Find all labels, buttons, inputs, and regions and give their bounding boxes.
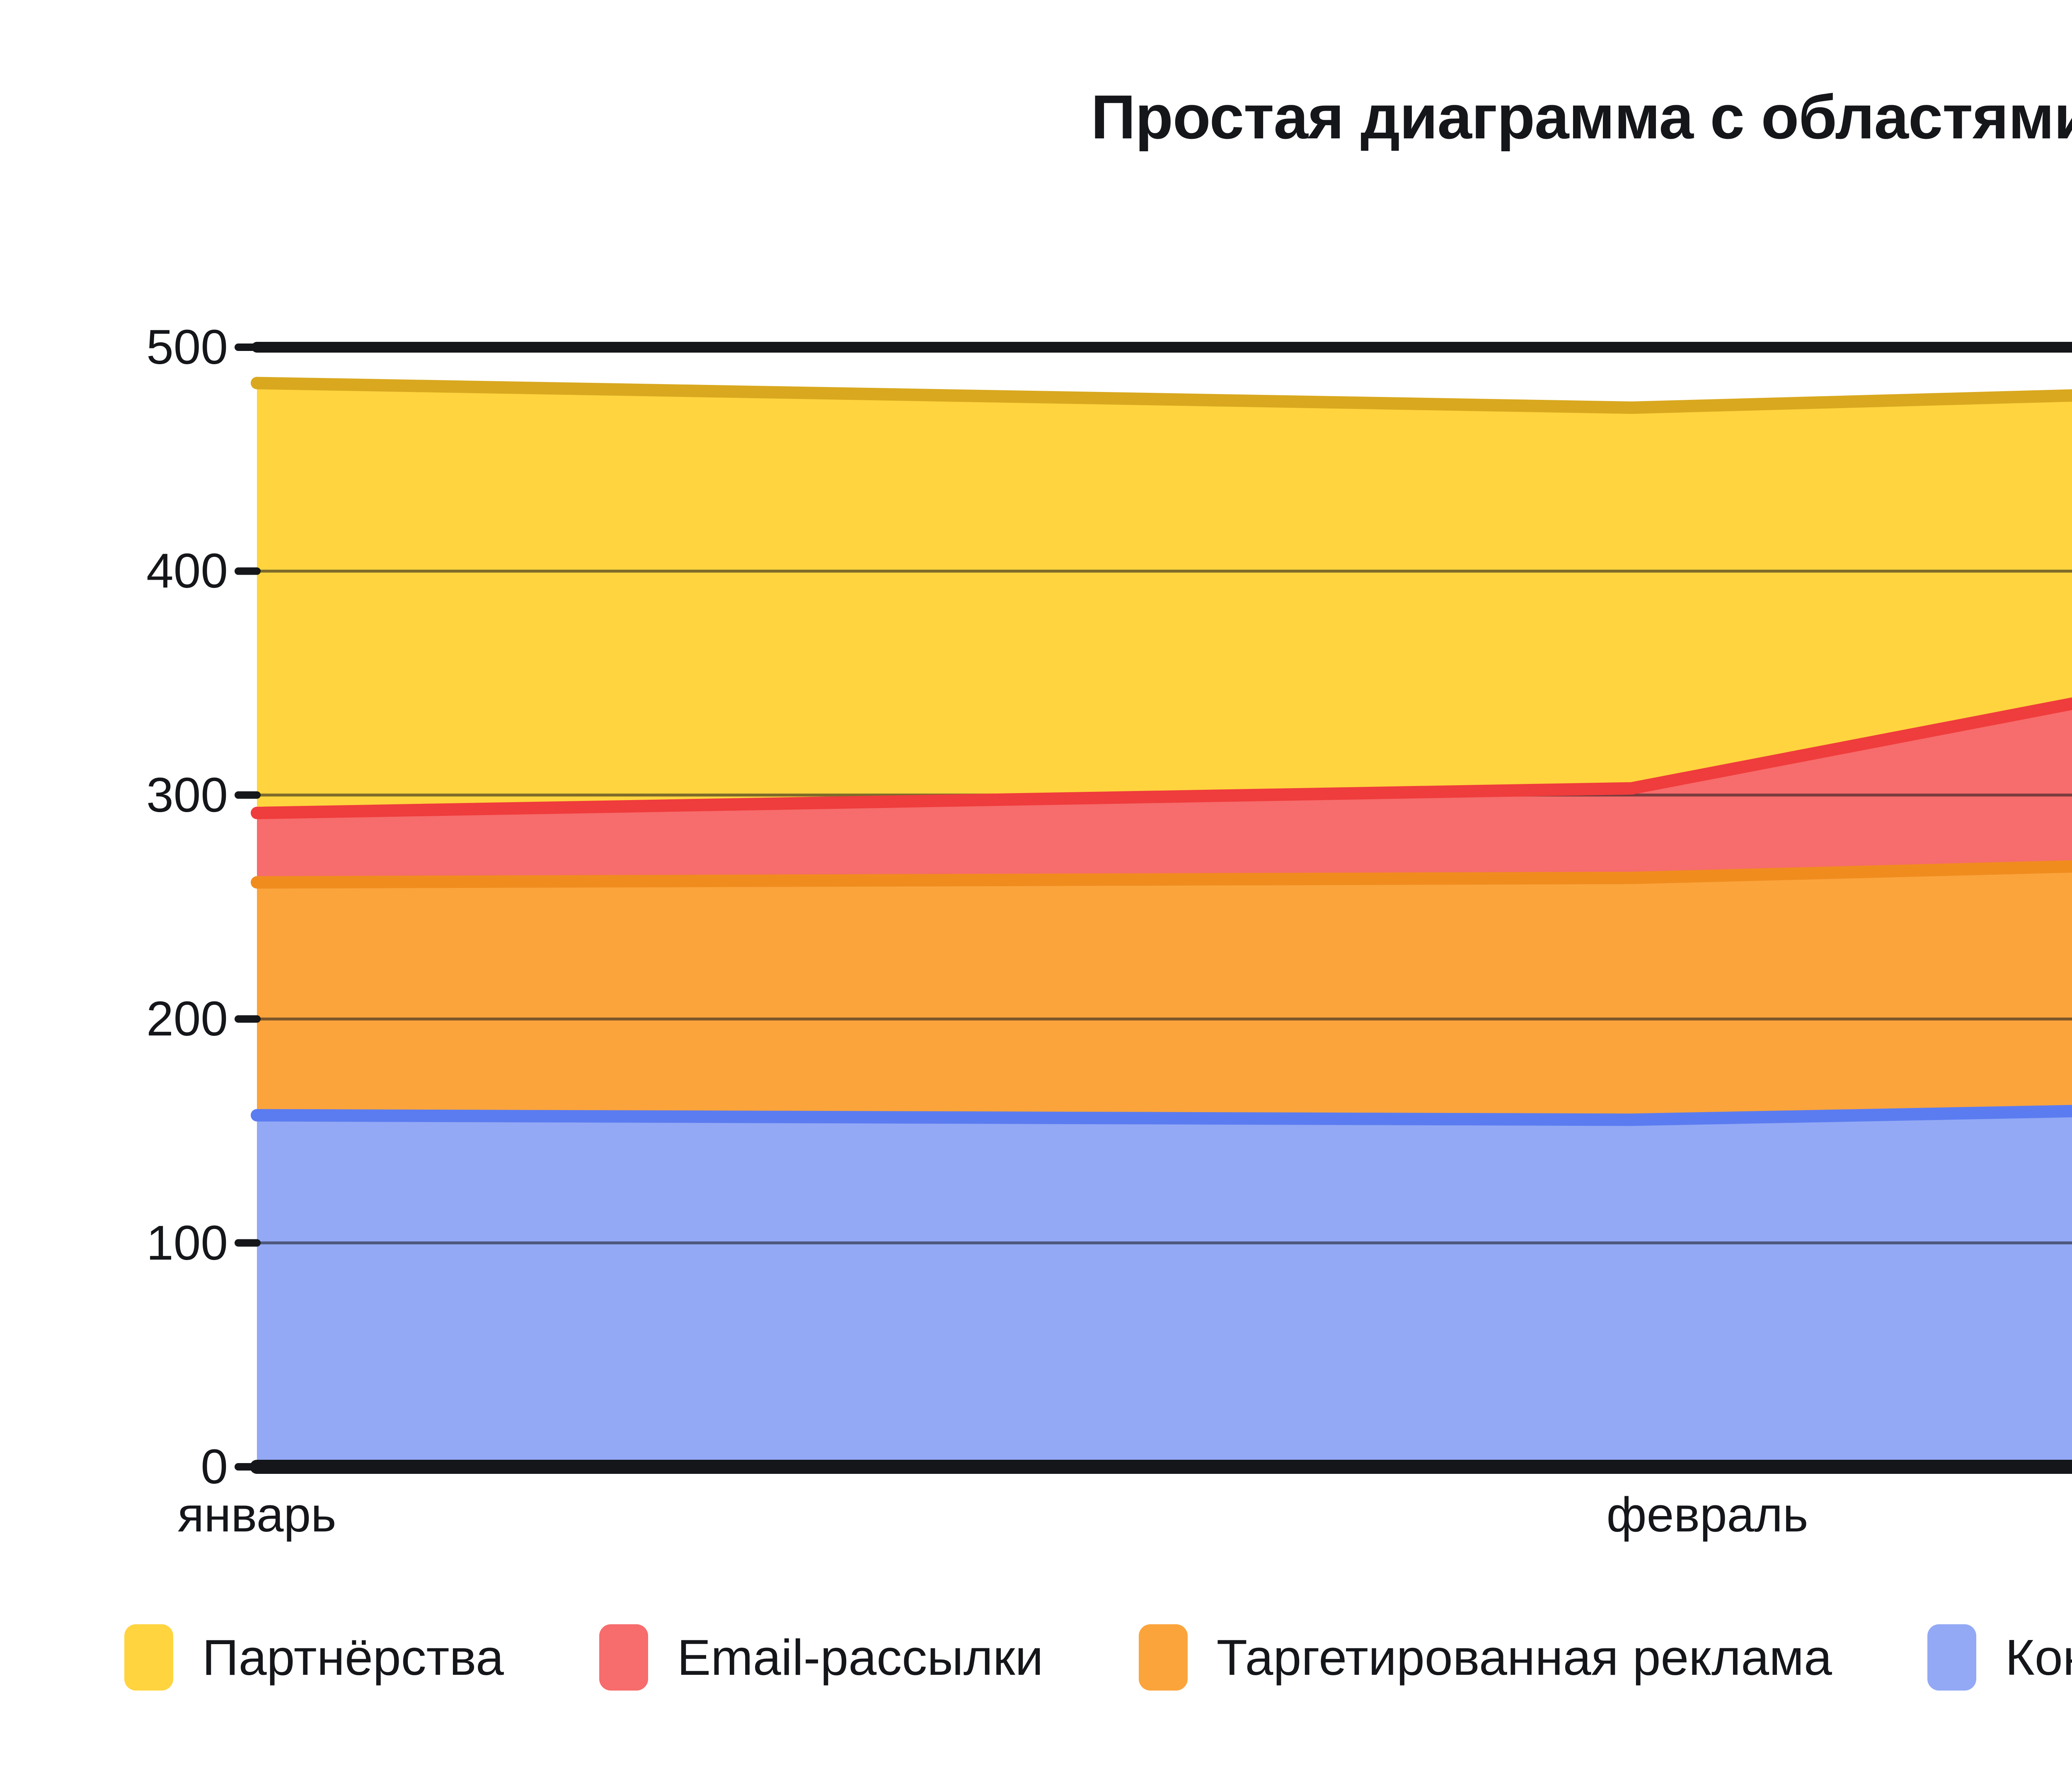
- x-tick-january: январь: [177, 1488, 336, 1542]
- legend-label: Контекстная реклама: [2005, 1629, 2072, 1686]
- legend-swatch-icon: [1138, 1624, 1188, 1691]
- legend-swatch-icon: [599, 1624, 648, 1691]
- y-tick-400: 400: [146, 544, 228, 598]
- chart-legend: Партнёрства Email-рассылки Таргетированн…: [0, 1608, 2072, 1707]
- y-tick-300: 300: [146, 768, 228, 822]
- x-tick-february: февраль: [1606, 1488, 1808, 1542]
- page-title: Простая диаграмма с областями: [1091, 82, 2072, 152]
- legend-item-targeted-ads[interactable]: Таргетированная реклама: [1138, 1624, 1832, 1691]
- legend-swatch-icon: [1927, 1624, 1976, 1691]
- y-tick-0: 0: [201, 1439, 228, 1494]
- y-tick-200: 200: [146, 992, 228, 1046]
- y-tick-100: 100: [146, 1216, 228, 1270]
- legend-swatch-icon: [124, 1624, 173, 1691]
- legend-label: Таргетированная реклама: [1216, 1629, 1832, 1686]
- legend-item-contextual-ads[interactable]: Контекстная реклама: [1927, 1624, 2072, 1691]
- legend-label: Email-рассылки: [677, 1629, 1043, 1686]
- legend-item-partnerships[interactable]: Партнёрства: [124, 1624, 504, 1691]
- y-tick-500: 500: [146, 320, 228, 375]
- legend-label: Партнёрства: [202, 1629, 504, 1686]
- legend-item-email[interactable]: Email-рассылки: [599, 1624, 1043, 1691]
